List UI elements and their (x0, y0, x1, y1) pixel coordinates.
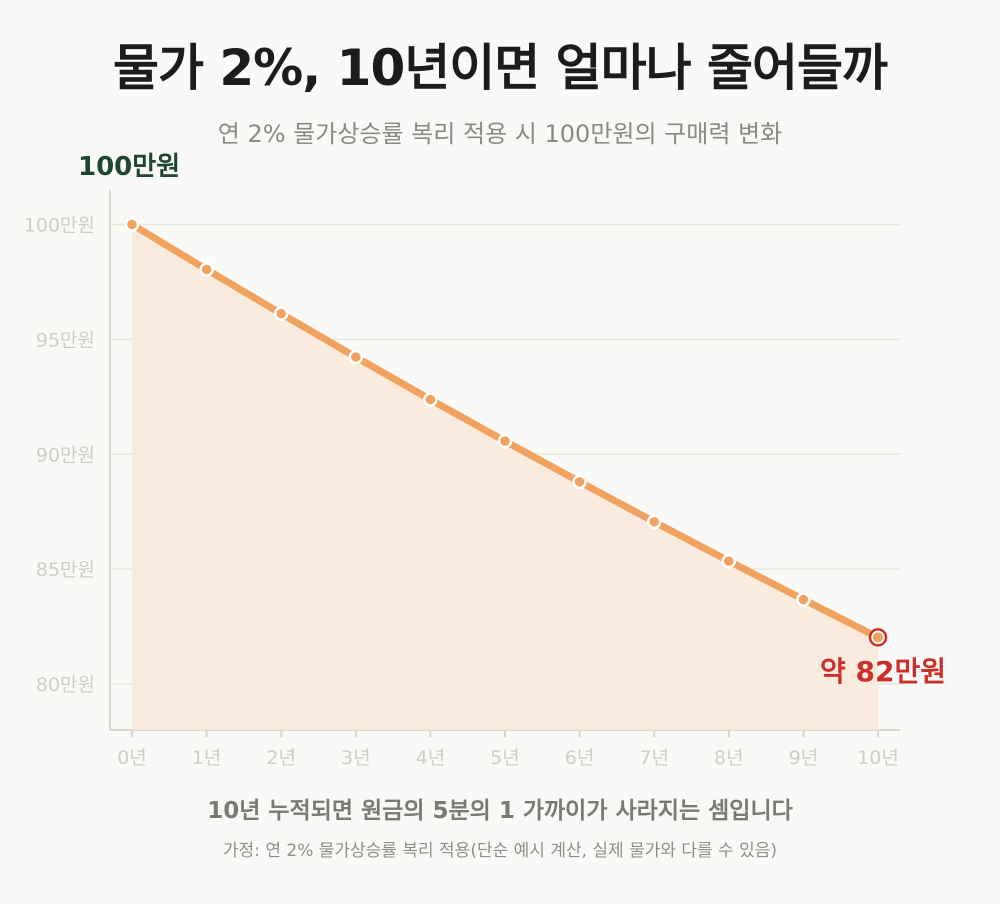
x-tick-label: 2년 (266, 747, 296, 769)
data-point (199, 262, 214, 277)
x-tick-label: 3년 (341, 747, 371, 769)
data-point (348, 349, 364, 365)
x-tick-label: 7년 (639, 747, 669, 769)
y-tick-label: 85만원 (36, 559, 95, 581)
data-point (873, 632, 883, 643)
footer-summary: 10년 누적되면 원금의 5분의 1 가까이가 사라지는 셈입니다 (207, 798, 793, 824)
x-tick-label: 0년 (117, 747, 147, 769)
data-point (273, 306, 289, 321)
data-point (124, 217, 140, 232)
data-point (721, 553, 737, 569)
x-tick-label: 4년 (416, 747, 446, 769)
y-tick-label: 90만원 (36, 444, 95, 466)
area-fill (132, 224, 878, 730)
data-point (497, 433, 513, 449)
data-point (572, 474, 587, 490)
page-title: 물가 2%, 10년이면 얼마나 줄어들까 (112, 39, 888, 97)
x-tick-label: 9년 (789, 747, 819, 769)
data-point (646, 514, 662, 530)
x-tick-label: 5년 (490, 747, 520, 769)
x-tick-label: 1년 (192, 747, 222, 769)
x-tick-label: 6년 (565, 747, 595, 769)
data-point (796, 592, 811, 607)
y-tick-label: 80만원 (36, 674, 95, 696)
y-tick-label: 100만원 (24, 214, 95, 236)
footer-note: 가정: 연 2% 물가상승률 복리 적용(단순 예시 계산, 실제 물가와 다를… (222, 841, 778, 861)
page-subtitle: 연 2% 물가상승률 복리 적용 시 100만원의 구매력 변화 (217, 120, 783, 148)
start-annotation: 100만원 (78, 152, 180, 182)
data-point (423, 392, 438, 407)
x-tick-label: 10년 (857, 747, 899, 769)
end-annotation: 약 82만원 (820, 655, 946, 688)
x-tick-label: 8년 (714, 747, 744, 769)
y-tick-label: 95만원 (36, 329, 95, 351)
